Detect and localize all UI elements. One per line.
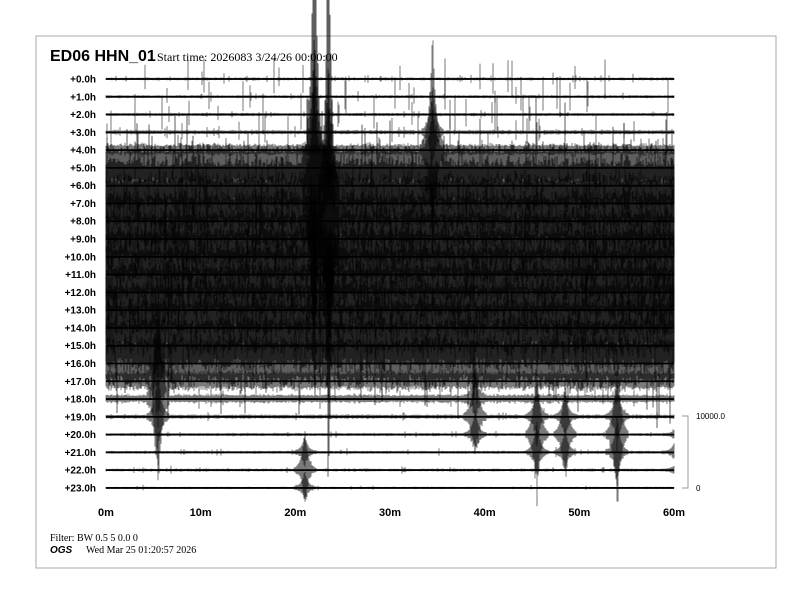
row-label: +16.0h <box>65 359 96 370</box>
x-tick-label: 30m <box>379 507 401 519</box>
row-label: +21.0h <box>65 448 96 459</box>
filter-info: Filter: BW 0.5 5 0.0 0 <box>50 533 138 544</box>
row-label: +4.0h <box>70 146 96 157</box>
station-title: ED06 HHN_01 <box>50 48 156 65</box>
row-label: +18.0h <box>65 395 96 406</box>
row-label: +5.0h <box>70 163 96 174</box>
row-label: +20.0h <box>65 430 96 441</box>
x-tick-label: 20m <box>284 507 306 519</box>
row-label: +19.0h <box>65 412 96 423</box>
scale-bottom-label: 0 <box>696 484 701 493</box>
row-labels: +0.0h +1.0h +2.0h +3.0h +4.0h +5.0h +6.0h +7.0h… <box>65 75 96 495</box>
row-label: +13.0h <box>65 306 96 317</box>
x-tick-label: 0m <box>98 507 114 519</box>
generated-time: Wed Mar 25 01:20:57 2026 <box>86 545 196 556</box>
row-label: +15.0h <box>65 341 96 352</box>
plot-border <box>35 35 777 569</box>
row-label: +2.0h <box>70 110 96 121</box>
trace-row-22 <box>105 431 675 502</box>
row-label: +8.0h <box>70 217 96 228</box>
traces <box>105 0 675 507</box>
row-label: +9.0h <box>70 235 96 246</box>
row-label: +12.0h <box>65 288 96 299</box>
x-tick-label: 60m <box>663 507 685 519</box>
x-tick-label: 40m <box>474 507 496 519</box>
row-label: +22.0h <box>65 466 96 477</box>
scale-bar-line <box>682 415 689 489</box>
x-tick-label: 50m <box>568 507 590 519</box>
trace-row-23 <box>105 472 675 500</box>
row-label: +6.0h <box>70 181 96 192</box>
row-label: +23.0h <box>65 483 96 494</box>
scale-top-label: 10000.0 <box>696 412 725 421</box>
row-label: +11.0h <box>65 270 96 281</box>
scale-bar: 10000.0 0 <box>682 412 725 493</box>
trace-row-21 <box>105 417 675 486</box>
row-label: +10.0h <box>65 252 96 263</box>
x-tick-labels: 0m 10m 20m 30m 40m 50m 60m <box>98 507 685 519</box>
row-label: +0.0h <box>70 75 96 86</box>
org-label: OGS <box>50 545 73 556</box>
row-label: +14.0h <box>65 323 96 334</box>
row-label: +3.0h <box>70 128 96 139</box>
row-label: +1.0h <box>70 92 96 103</box>
start-time: Start time: 2026083 3/24/26 00:00:00 <box>157 50 338 64</box>
row-label: +17.0h <box>65 377 96 388</box>
row-label: +7.0h <box>70 199 96 210</box>
x-tick-label: 10m <box>190 507 212 519</box>
